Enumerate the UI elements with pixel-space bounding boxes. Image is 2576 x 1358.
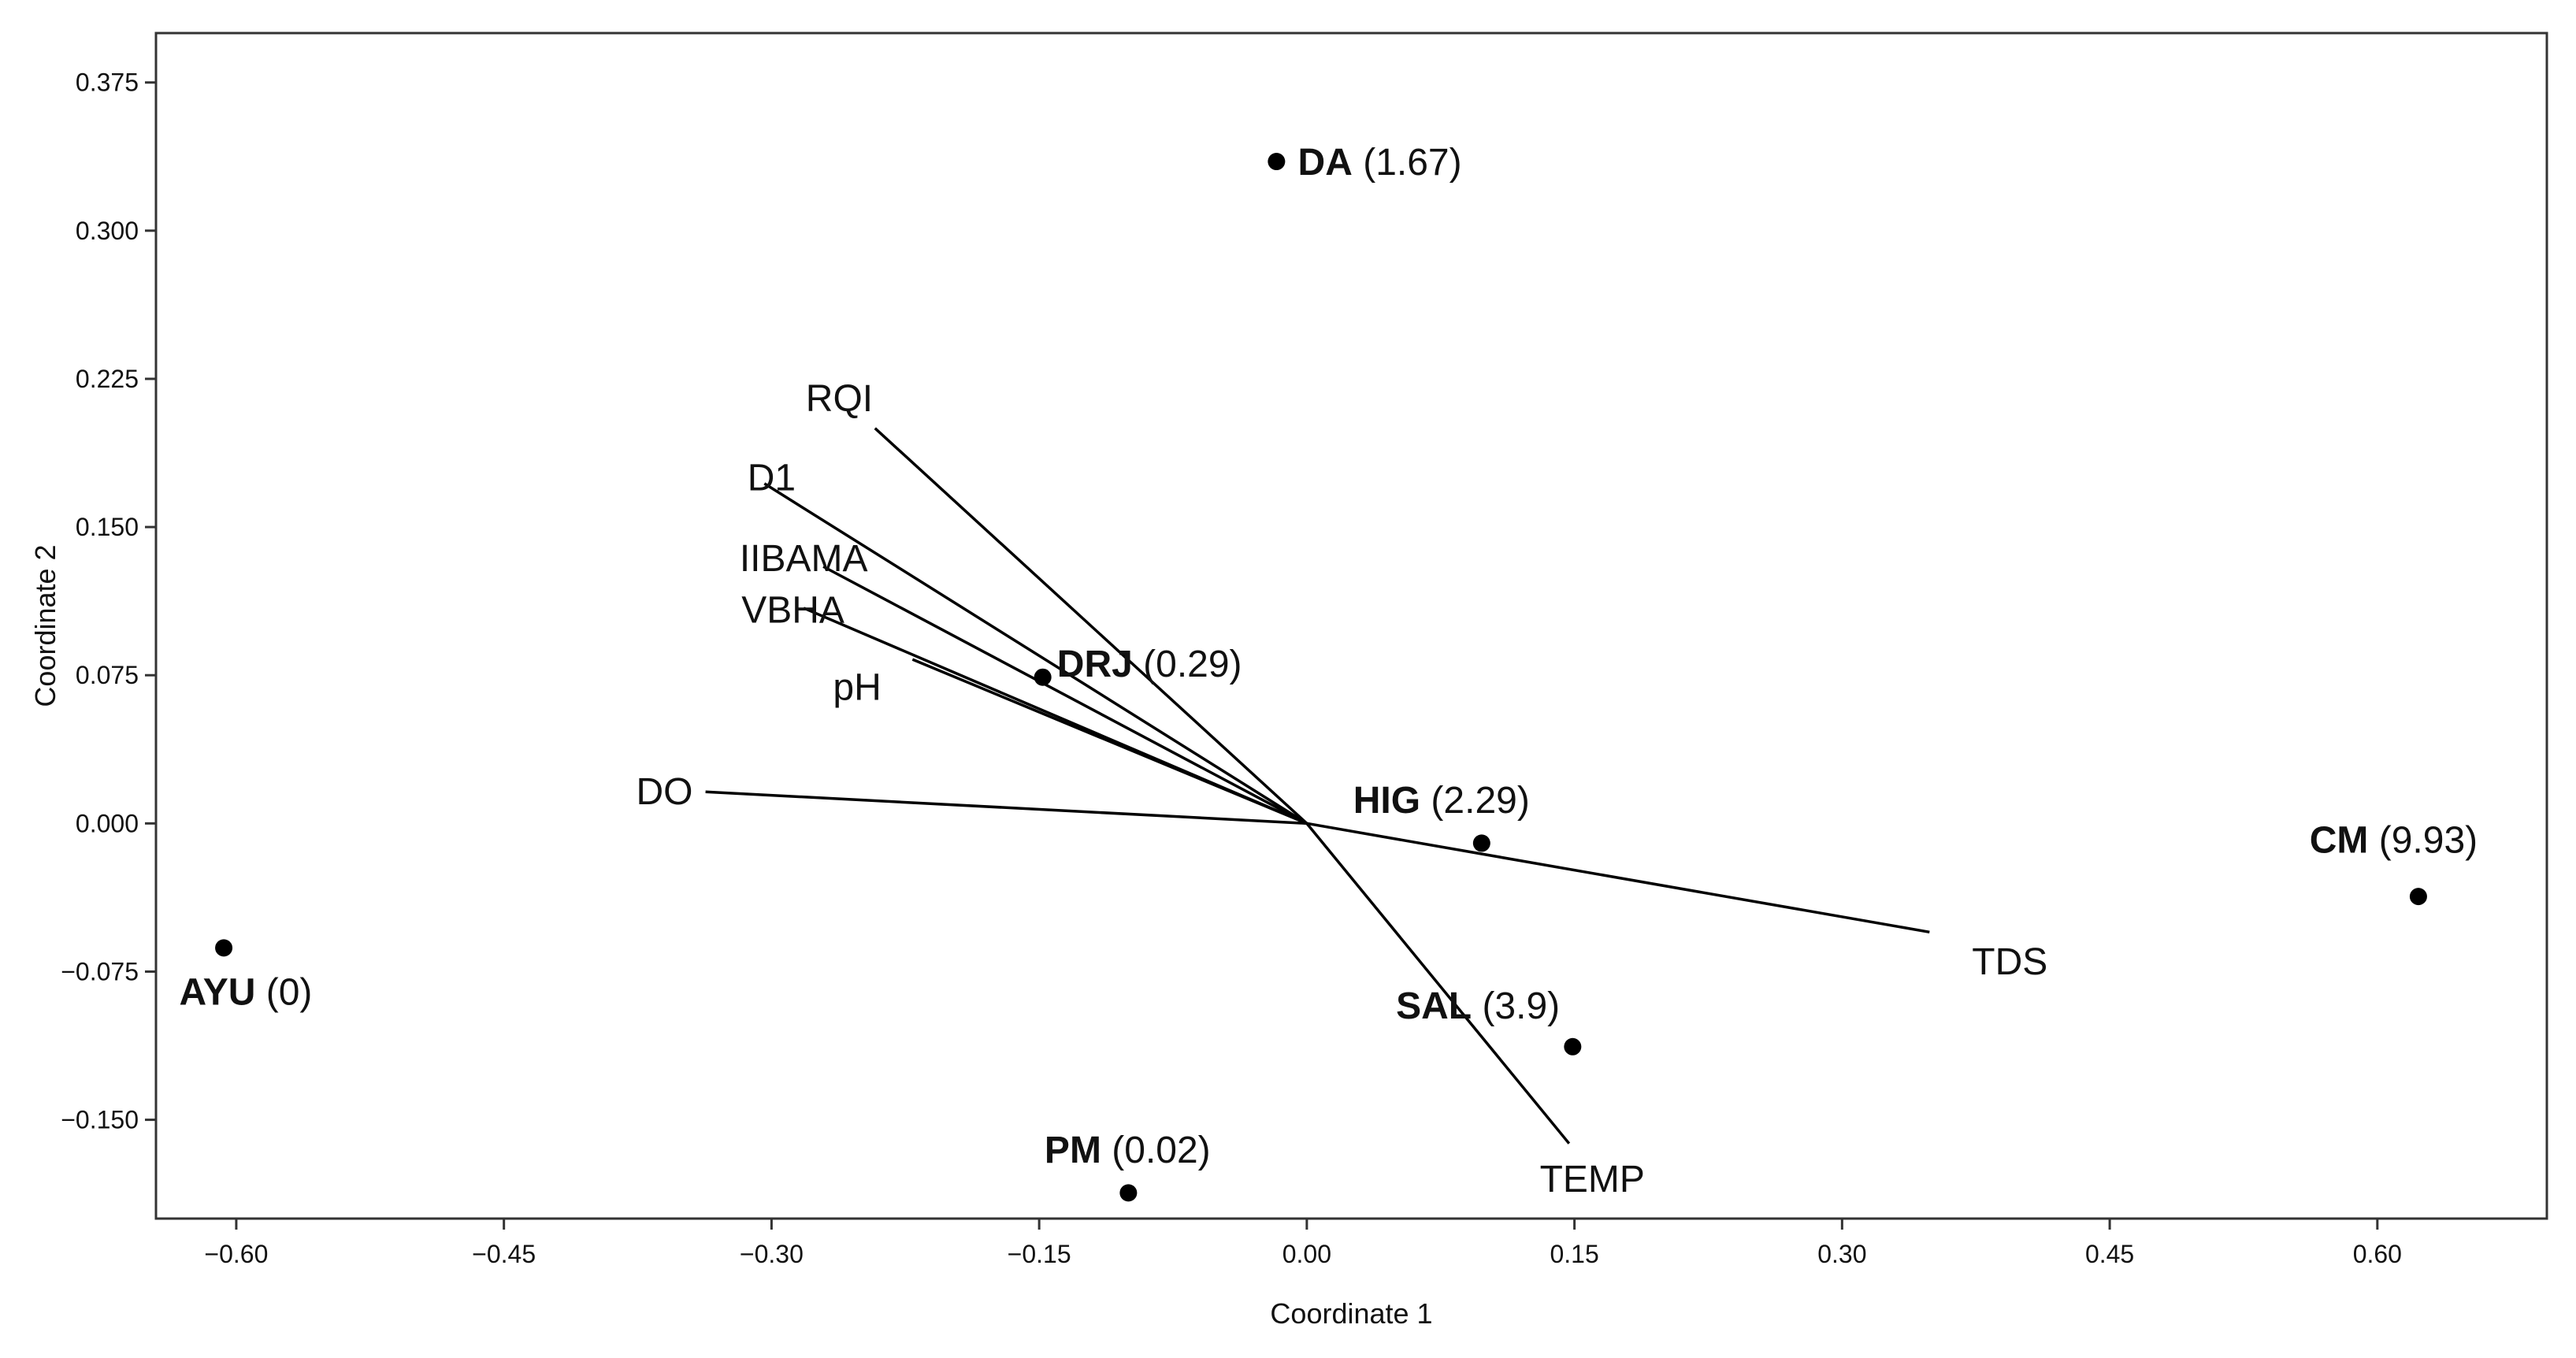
site-label-cm: CM (9.93)	[2310, 819, 2478, 861]
y-tick-label: −0.075	[61, 957, 139, 985]
site-value-da: (1.67)	[1353, 142, 1462, 184]
vector-label-d1: D1	[748, 457, 796, 499]
vector-label-tds: TDS	[1972, 941, 2047, 983]
site-point-drj	[1034, 668, 1052, 686]
plot-frame	[154, 32, 2548, 1220]
vector-label-vbha: VBHA	[741, 589, 844, 631]
site-code-sal: SAL	[1396, 985, 1472, 1027]
x-tick-label: −0.15	[1008, 1240, 1071, 1268]
y-tick-label: 0.300	[76, 217, 139, 245]
plot-area: −0.60 −0.45 −0.30 −0.15 0.00 0.15 0.30 0.45 0.60…	[61, 32, 2548, 1268]
y-axis-title: Coordinate 2	[29, 544, 61, 707]
x-axis-title: Coordinate 1	[1270, 1297, 1432, 1330]
site-code-hig: HIG	[1353, 780, 1420, 822]
x-tick-label: 0.60	[2353, 1240, 2402, 1268]
y-tick-label: 0.150	[76, 513, 139, 541]
site-value-drj: (0.29)	[1133, 644, 1242, 685]
site-value-hig: (2.29)	[1420, 780, 1530, 822]
site-code-pm: PM	[1045, 1130, 1101, 1171]
vector-line-tds	[1306, 822, 1930, 934]
y-tick-label: 0.375	[76, 69, 139, 97]
site-code-ayu: AYU	[179, 972, 255, 1014]
vector-line-temp	[1305, 822, 1571, 1145]
site-code-da: DA	[1298, 142, 1353, 184]
site-point-da	[1268, 153, 1286, 171]
site-value-sal: (3.9)	[1472, 985, 1560, 1027]
site-value-ayu: (0)	[255, 972, 312, 1014]
site-label-pm: PM (0.02)	[1045, 1130, 1211, 1171]
site-value-pm: (0.02)	[1101, 1130, 1211, 1171]
vector-line-iibama	[822, 565, 1308, 825]
site-label-hig: HIG (2.29)	[1353, 780, 1530, 822]
site-value-cm: (9.93)	[2368, 819, 2478, 861]
y-tick-label: 0.225	[76, 365, 139, 393]
y-tick-label: 0.075	[76, 661, 139, 689]
vector-label-iibama: IIBAMA	[740, 538, 868, 580]
x-tick-label: 0.15	[1550, 1240, 1598, 1268]
y-tick-label: −0.150	[61, 1106, 139, 1134]
x-tick-label: −0.60	[204, 1240, 268, 1268]
site-point-ayu	[215, 939, 233, 957]
vector-label-temp: TEMP	[1540, 1159, 1645, 1200]
site-point-sal	[1564, 1037, 1582, 1056]
site-label-sal: SAL (3.9)	[1396, 985, 1560, 1027]
vector-line-ph	[911, 658, 1308, 825]
site-code-cm: CM	[2310, 819, 2369, 861]
vector-label-rqi: RQI	[806, 378, 873, 420]
y-tick-label: 0.000	[76, 809, 139, 837]
vector-line-do	[705, 790, 1307, 826]
site-point-cm	[2409, 888, 2427, 906]
vector-label-do: DO	[637, 771, 693, 813]
site-point-pm	[1119, 1184, 1138, 1202]
site-code-drj: DRJ	[1057, 644, 1133, 685]
vector-line-d1	[763, 482, 1308, 825]
site-label-drj: DRJ (0.29)	[1057, 644, 1242, 685]
x-tick-label: 0.45	[2085, 1240, 2134, 1268]
vector-label-ph: pH	[833, 666, 881, 708]
x-tick-label: 0.00	[1282, 1240, 1331, 1268]
x-tick-label: −0.30	[740, 1240, 804, 1268]
site-point-hig	[1472, 834, 1490, 852]
site-label-ayu: AYU (0)	[179, 972, 312, 1014]
site-label-da: DA (1.67)	[1298, 142, 1462, 184]
x-tick-label: 0.30	[1817, 1240, 1866, 1268]
vector-line-rqi	[874, 427, 1308, 825]
x-tick-label: −0.45	[472, 1240, 536, 1268]
